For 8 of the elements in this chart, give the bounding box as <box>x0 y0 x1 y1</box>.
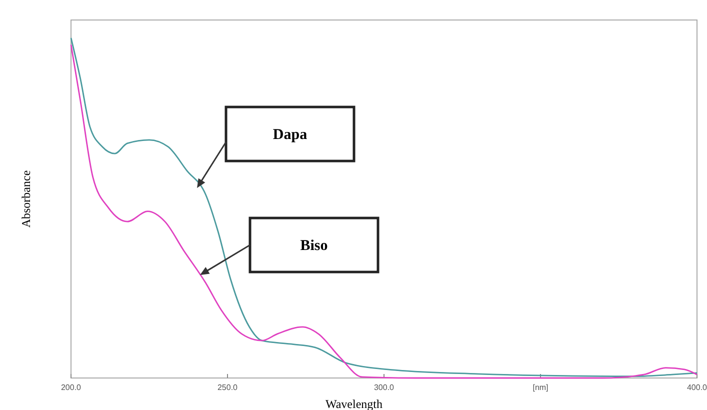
annotation: Biso <box>300 238 328 254</box>
x-tick-label: 250.0 <box>217 383 238 392</box>
x-tick-label: 400.0 <box>686 383 707 392</box>
x-tick-label: [nm] <box>532 383 548 392</box>
x-tick-label: 300.0 <box>374 383 395 392</box>
annotation: Dapa <box>272 127 308 143</box>
x-tick-label: 200.0 <box>60 383 82 392</box>
y-axis-title: Absorbance <box>19 170 33 228</box>
